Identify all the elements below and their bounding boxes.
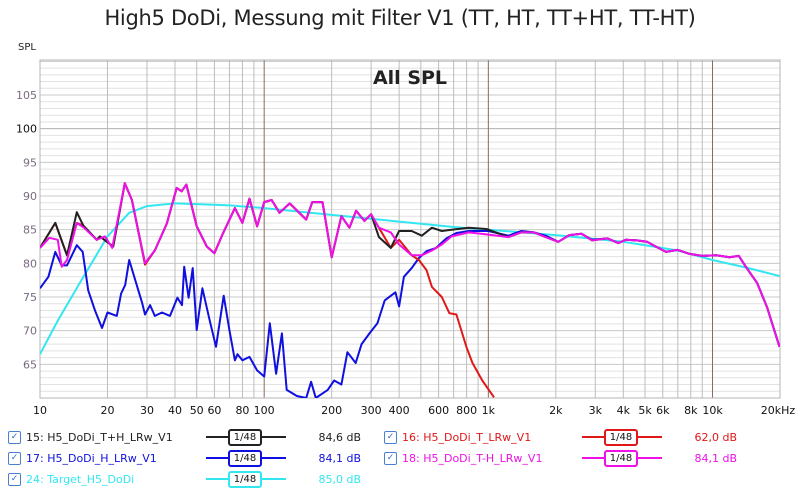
- chart-annotation: All SPL: [373, 67, 447, 89]
- legend-label: 17: H5_DoDi_H_LRw_V1: [26, 451, 157, 465]
- series-line-15: [40, 182, 780, 348]
- x-tick-label: 200: [321, 404, 342, 417]
- x-tick-label: 4k: [617, 404, 631, 417]
- smoothing-label: 1/48: [604, 450, 638, 467]
- x-tick-label: 20kHz: [761, 404, 796, 417]
- x-tick-label: 1k: [482, 404, 496, 417]
- x-tick-label: 3k: [589, 404, 603, 417]
- y-tick-label: 90: [23, 190, 37, 203]
- smoothing-label: 1/48: [604, 429, 638, 446]
- legend-value: 84,1 dB: [318, 451, 361, 465]
- x-tick-label: 6k: [656, 404, 670, 417]
- x-tick-label: 400: [389, 404, 410, 417]
- x-tick-label: 2k: [549, 404, 563, 417]
- visibility-checkbox[interactable]: ✓: [384, 451, 397, 465]
- y-axis-label: SPL: [18, 42, 36, 53]
- smoothing-label: 1/48: [228, 429, 262, 446]
- x-tick-label: 60: [207, 404, 221, 417]
- y-tick-label: 95: [23, 156, 37, 169]
- x-tick-label: 5k: [638, 404, 652, 417]
- x-tick-label: 20: [100, 404, 114, 417]
- legend-value: 85,0 dB: [318, 472, 361, 486]
- plot-frame: [39, 59, 781, 399]
- smoothing-button[interactable]: 1/48: [206, 429, 286, 446]
- legend-label: 18: H5_DoDi_T-H_LRw_V1: [402, 451, 543, 465]
- legend-item: ✓ 24: Target_H5_DoDi 1/48 85,0 dB: [8, 470, 361, 488]
- x-tick-label: 100: [254, 404, 275, 417]
- y-tick-label: 80: [23, 257, 37, 270]
- x-tick-label: 8k: [684, 404, 698, 417]
- x-tick-label: 40: [168, 404, 182, 417]
- smoothing-button[interactable]: 1/48: [206, 450, 286, 467]
- visibility-checkbox[interactable]: ✓: [8, 451, 21, 465]
- series-group: [40, 182, 780, 398]
- x-tick-label: 10: [33, 404, 47, 417]
- smoothing-label: 1/48: [228, 450, 262, 467]
- series-line-18: [40, 182, 780, 348]
- visibility-checkbox[interactable]: ✓: [384, 430, 397, 444]
- y-tick-label: 105: [16, 89, 37, 102]
- legend-label: 15: H5_DoDi_T+H_LRw_V1: [26, 430, 173, 444]
- visibility-checkbox[interactable]: ✓: [8, 472, 21, 486]
- legend-label: 24: Target_H5_DoDi: [26, 472, 135, 486]
- x-tick-label: 80: [235, 404, 249, 417]
- legend-value: 62,0 dB: [694, 430, 737, 444]
- legend-item: ✓ 15: H5_DoDi_T+H_LRw_V1 1/48 84,6 dB: [8, 428, 361, 446]
- chart-title: High5 DoDi, Messung mit Filter V1 (TT, H…: [104, 6, 696, 30]
- smoothing-label: 1/48: [228, 471, 262, 488]
- x-tick-label: 30: [140, 404, 154, 417]
- legend-value: 84,1 dB: [694, 451, 737, 465]
- smoothing-button[interactable]: 1/48: [206, 471, 286, 488]
- smoothing-button[interactable]: 1/48: [582, 450, 662, 467]
- y-tick-label: 75: [23, 291, 37, 304]
- legend-item: ✓ 17: H5_DoDi_H_LRw_V1 1/48 84,1 dB: [8, 449, 361, 467]
- smoothing-button[interactable]: 1/48: [582, 429, 662, 446]
- x-tick-label: 50: [190, 404, 204, 417]
- legend-item: ✓ 18: H5_DoDi_T-H_LRw_V1 1/48 84,1 dB: [384, 449, 737, 467]
- legend-item: ✓ 16: H5_DoDi_T_LRw_V1 1/48 62,0 dB: [384, 428, 737, 446]
- x-tick-label: 800: [456, 404, 477, 417]
- x-tick-label: 300: [361, 404, 382, 417]
- y-tick-label: 85: [23, 224, 37, 237]
- visibility-checkbox[interactable]: ✓: [8, 430, 21, 444]
- legend-label: 16: H5_DoDi_T_LRw_V1: [402, 430, 532, 444]
- x-tick-label: 10k: [702, 404, 723, 417]
- legend-value: 84,6 dB: [318, 430, 361, 444]
- y-tick-label: 100: [16, 123, 37, 136]
- y-tick-label: 65: [23, 358, 37, 371]
- y-tick-label: 70: [23, 325, 37, 338]
- series-line-24: [40, 202, 780, 355]
- x-tick-label: 600: [428, 404, 449, 417]
